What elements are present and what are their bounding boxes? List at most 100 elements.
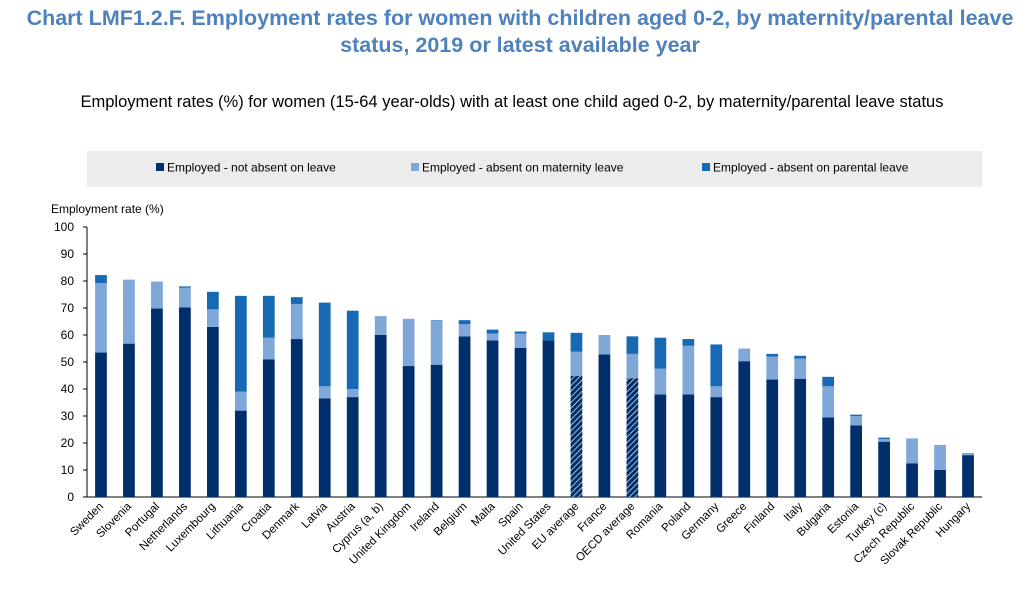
bar-segment-not_absent [374, 335, 387, 497]
x-tick-label: Malta [469, 500, 498, 529]
bar-segment-maternity [878, 438, 890, 442]
bar-segment-not_absent [682, 394, 695, 497]
chart-subtitle: Employment rates (%) for women (15-64 ye… [80, 93, 944, 111]
chart-title: Chart LMF1.2.F. Employment rates for wom… [20, 5, 1020, 59]
bar-segment-parental [318, 302, 331, 387]
bar-segment-not_absent [514, 347, 527, 497]
y-tick-label: 30 [61, 409, 75, 423]
x-tick-label: Italy [782, 500, 806, 524]
bar-segment-parental [95, 275, 107, 284]
bar-segment-maternity [738, 348, 751, 362]
bar-segment-parental [850, 414, 863, 416]
bar-segment-parental [794, 355, 807, 359]
bar-segment-not_absent [151, 308, 163, 497]
bar-segment-maternity [906, 438, 918, 464]
y-tick-label: 60 [61, 328, 75, 342]
legend-label-not_absent: Employed - not absent on leave [167, 161, 336, 175]
bar-segment-maternity [346, 389, 359, 398]
bar-segment-not_absent [570, 376, 583, 497]
bar-segment-not_absent [234, 410, 247, 497]
bar-segment-maternity [962, 452, 974, 456]
bar-segment-maternity [402, 318, 415, 367]
bar-segment-parental [710, 344, 723, 387]
bar-segment-not_absent [95, 352, 107, 497]
bar-segment-not_absent [262, 359, 275, 497]
bar-segment-not_absent [710, 397, 723, 497]
bar-segment-maternity [850, 416, 863, 426]
y-axis-label: Employment rate (%) [51, 202, 164, 216]
bar-segment-maternity [290, 303, 303, 340]
bar-segment-parental [458, 320, 471, 325]
y-tick-label: 20 [61, 436, 75, 450]
bar-segment-not_absent [458, 336, 471, 497]
bar-segment-not_absent [598, 354, 611, 497]
bar-segment-parental [878, 437, 890, 439]
bar-segment-not_absent [654, 394, 667, 497]
bar-segment-maternity [486, 333, 499, 341]
bar-segment-parental [290, 297, 303, 304]
bar-segment-maternity [151, 281, 163, 309]
bar-segment-not_absent [822, 417, 835, 497]
bar-segment-maternity [682, 345, 695, 395]
bar-segment-not_absent [626, 378, 639, 497]
y-tick-label: 80 [61, 274, 75, 288]
bar-segment-parental [514, 331, 527, 334]
bar-segment-parental [570, 332, 583, 352]
y-tick-label: 100 [54, 220, 74, 234]
bar-segment-parental [179, 286, 191, 288]
bar-segment-not_absent [542, 340, 555, 497]
bar-segment-maternity [234, 391, 247, 411]
bar-segment-not_absent [179, 307, 191, 497]
bar-segment-parental [486, 329, 499, 334]
bar-segment-maternity [934, 444, 946, 470]
bar-segment-not_absent [878, 441, 890, 497]
legend-label-maternity: Employed - absent on maternity leave [422, 161, 624, 175]
bar-segment-maternity [262, 337, 275, 360]
x-axis-labels: SwedenSloveniaPortugalNetherlandsLuxembo… [68, 500, 973, 567]
bar-segment-parental [234, 295, 247, 392]
bar-segment-maternity [822, 386, 835, 418]
x-tick-label: Finland [742, 501, 777, 536]
bar-segment-not_absent [486, 340, 499, 497]
bar-segment-maternity [179, 287, 191, 308]
bar-segment-maternity [654, 368, 667, 395]
bar-segment-not_absent [738, 361, 751, 497]
bar-segment-not_absent [430, 364, 443, 497]
legend-swatch-maternity [411, 163, 419, 171]
bar-segment-maternity [458, 324, 471, 337]
y-tick-label: 90 [61, 247, 75, 261]
bar-segment-not_absent [206, 326, 219, 497]
bar-segment-maternity [206, 309, 219, 327]
bar-segment-not_absent [766, 379, 779, 497]
bar-segment-not_absent [318, 398, 331, 497]
bar-segment-maternity [794, 358, 807, 379]
bar-segment-maternity [766, 356, 779, 380]
bar-segment-not_absent [850, 425, 863, 497]
bar-segment-maternity [626, 353, 639, 379]
y-tick-label: 70 [61, 301, 75, 315]
bar-segment-not_absent [962, 455, 974, 497]
bar-segment-parental [206, 291, 219, 310]
bar-segment-parental [682, 339, 695, 346]
bar-segment-parental [654, 337, 667, 369]
bar-segment-parental [822, 376, 835, 387]
bar-segment-parental [542, 332, 555, 341]
bar-segment-parental [766, 353, 779, 357]
bar-segment-not_absent [290, 339, 303, 497]
bar-segment-maternity [570, 351, 583, 377]
bar-segment-not_absent [794, 378, 807, 497]
bar-segment-maternity [374, 316, 387, 335]
legend-label-parental: Employed - absent on parental leave [713, 161, 909, 175]
y-tick-label: 10 [61, 463, 75, 477]
bar-segment-not_absent [123, 343, 135, 497]
bar-segment-parental [430, 320, 443, 321]
y-tick-label: 0 [67, 490, 74, 504]
chart-title-line2: status, 2019 or latest available year [340, 33, 700, 57]
bar-segment-parental [346, 310, 359, 389]
bars [95, 275, 974, 497]
bar-segment-maternity [318, 386, 331, 399]
legend-swatch-parental [702, 163, 710, 171]
bar-segment-maternity [710, 386, 723, 398]
bar-segment-not_absent [346, 397, 359, 497]
